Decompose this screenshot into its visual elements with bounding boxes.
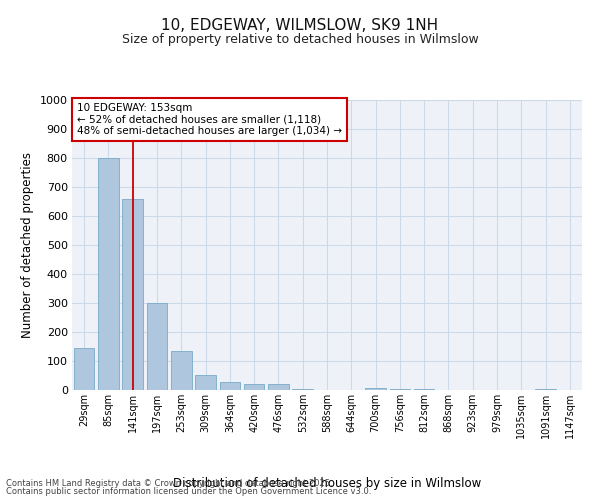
Bar [220,382,240,390]
Bar [98,158,119,390]
Text: Contains public sector information licensed under the Open Government Licence v3: Contains public sector information licen… [6,487,371,496]
Bar [365,388,386,390]
Bar [195,375,216,390]
Text: Contains HM Land Registry data © Crown copyright and database right 2025.: Contains HM Land Registry data © Crown c… [6,478,332,488]
Bar [146,303,167,390]
Bar [122,198,143,390]
Bar [268,384,289,390]
Y-axis label: Number of detached properties: Number of detached properties [21,152,34,338]
Bar [389,389,410,390]
Bar [171,351,191,390]
Text: 10, EDGEWAY, WILMSLOW, SK9 1NH: 10, EDGEWAY, WILMSLOW, SK9 1NH [161,18,439,32]
Bar [535,389,556,390]
Bar [292,388,313,390]
Text: Size of property relative to detached houses in Wilmslow: Size of property relative to detached ho… [122,32,478,46]
Bar [74,348,94,390]
X-axis label: Distribution of detached houses by size in Wilmslow: Distribution of detached houses by size … [173,477,481,490]
Bar [244,384,265,390]
Text: 10 EDGEWAY: 153sqm
← 52% of detached houses are smaller (1,118)
48% of semi-deta: 10 EDGEWAY: 153sqm ← 52% of detached hou… [77,103,342,136]
